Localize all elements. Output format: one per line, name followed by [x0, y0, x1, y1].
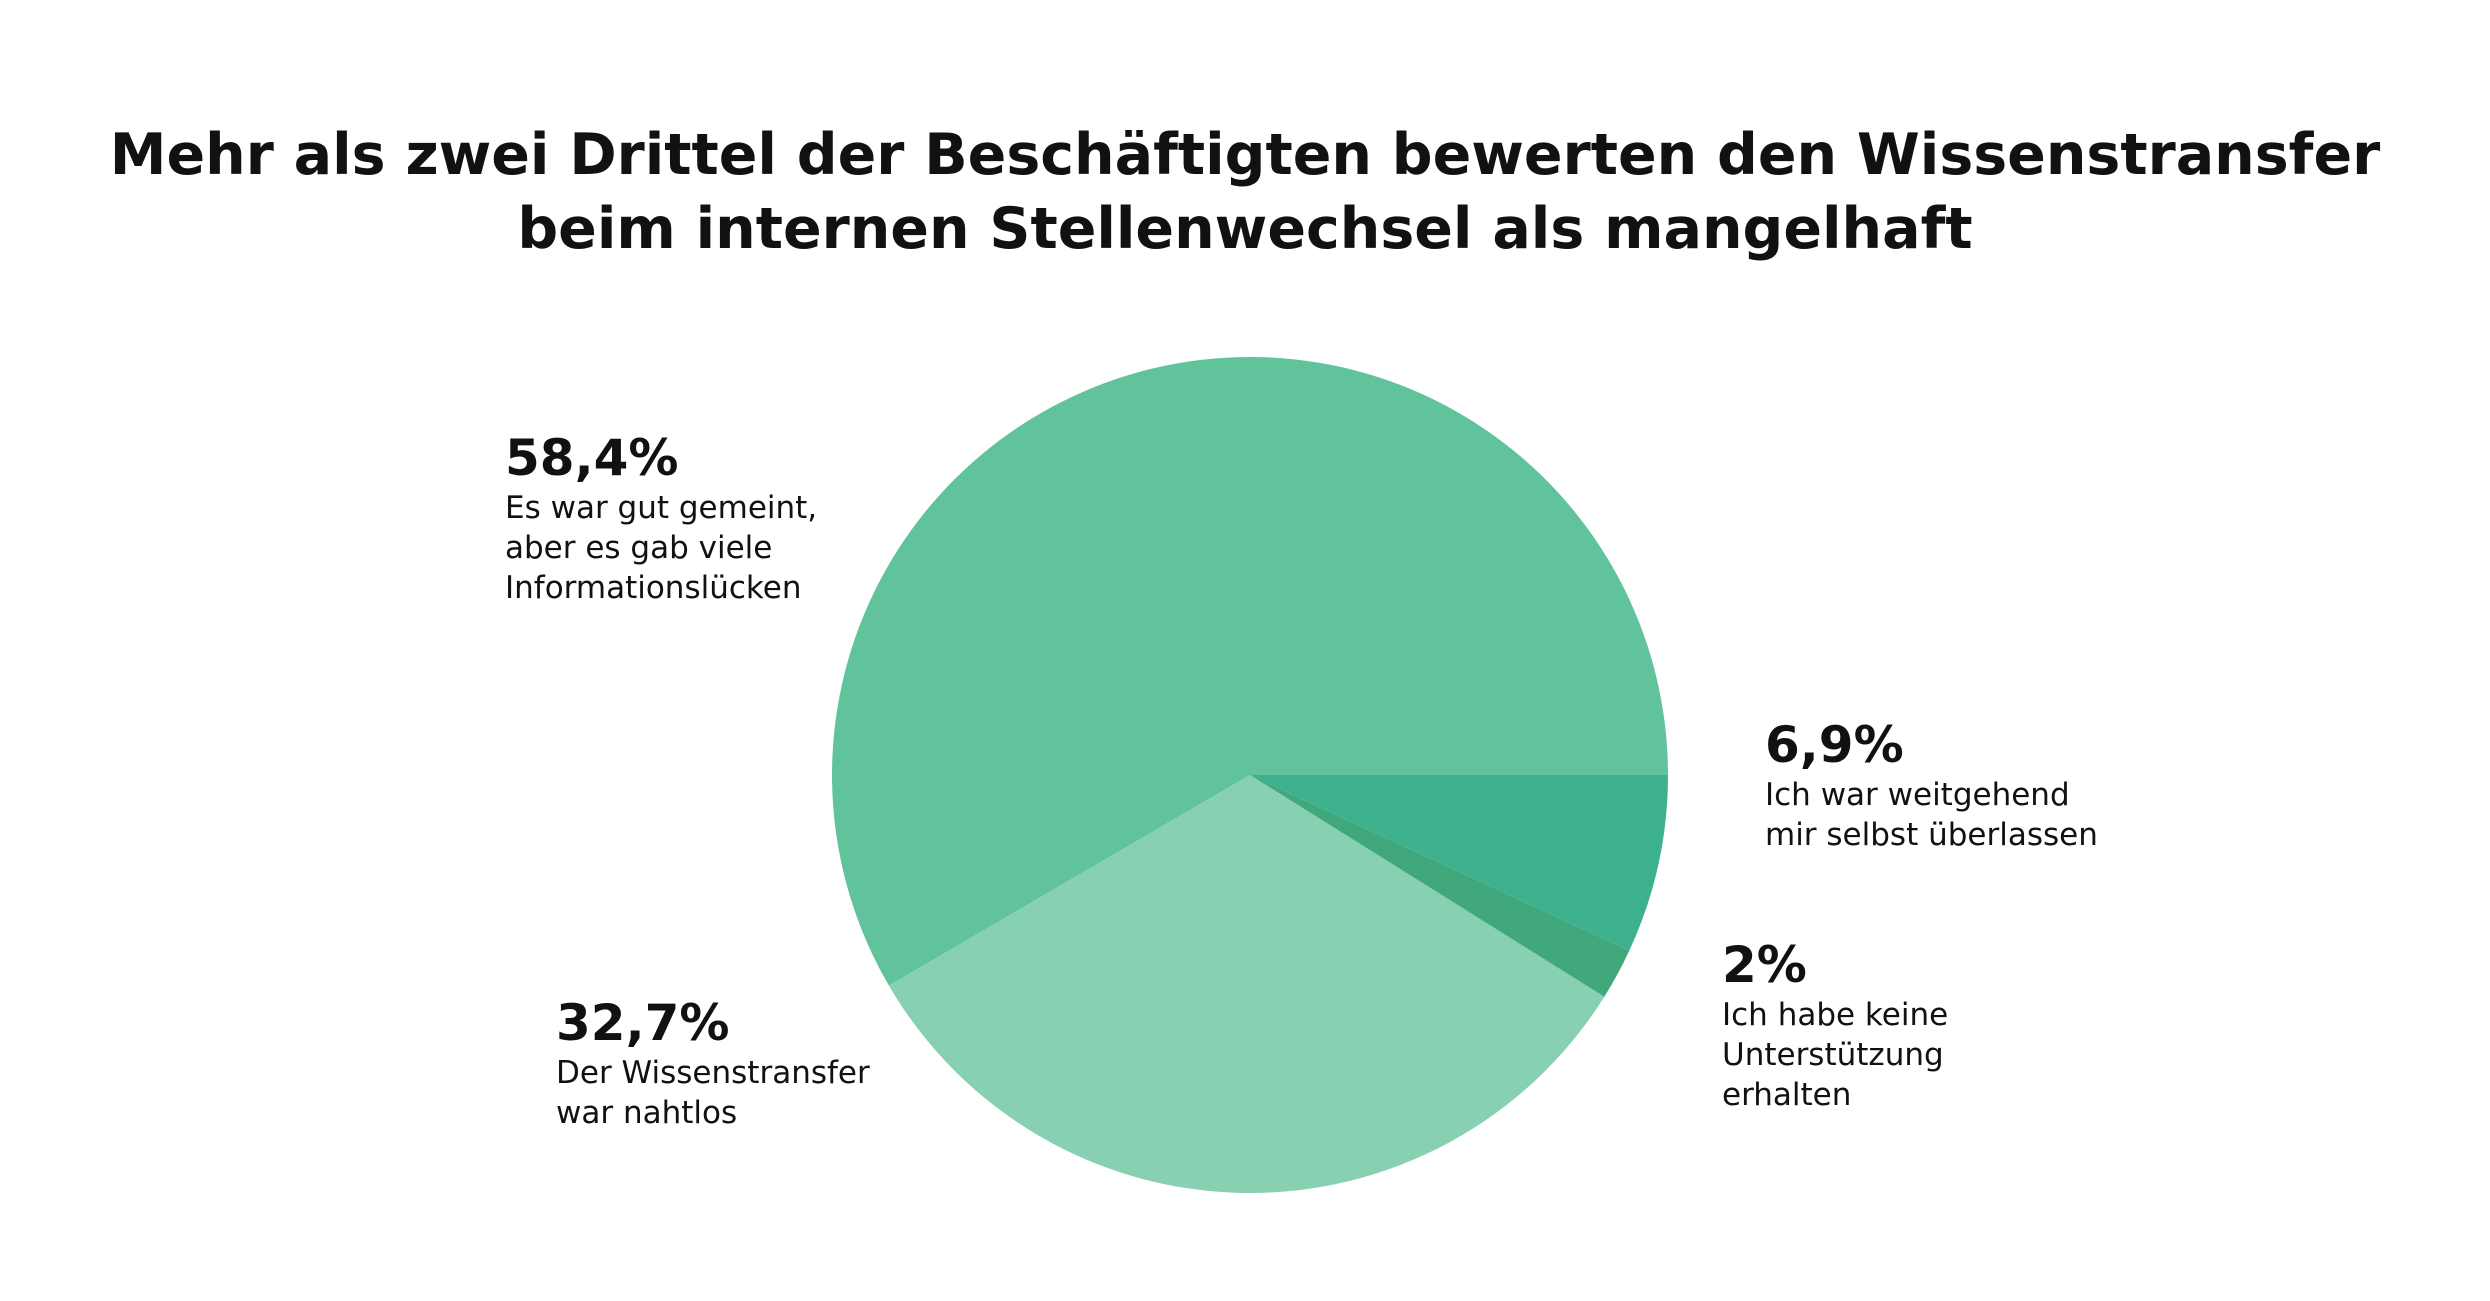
chart-title-line-2: beim internen Stellenwechsel als mangelh… — [517, 196, 1973, 262]
slice-percent-selbst-ueberlassen: 6,9% — [1765, 716, 1904, 774]
slice-percent-keine-unterstuetzung: 2% — [1722, 936, 1807, 994]
slice-description-informationsluecken: Es war gut gemeint, aber es gab viele In… — [505, 490, 818, 606]
slice-percent-informationsluecken: 58,4% — [505, 429, 679, 487]
slice-description-keine-unterstuetzung: Ich habe keine Unterstützung erhalten — [1722, 997, 1949, 1113]
pie-slice-selbst-ueberlassen — [1250, 775, 1668, 951]
slice-description-selbst-ueberlassen: Ich war weitgehend mir selbst überlassen — [1765, 777, 2098, 853]
slice-label-keine-unterstuetzung: 2% Ich habe keine Unterstützung erhalten — [1722, 935, 1948, 1115]
pie-slice-keine-unterstuetzung — [1250, 775, 1630, 997]
pie-slice-informationsluecken — [832, 357, 1668, 986]
slice-label-nahtlos: 32,7% Der Wissenstransfer war nahtlos — [556, 993, 870, 1133]
slice-description-nahtlos: Der Wissenstransfer war nahtlos — [556, 1055, 870, 1131]
chart-title: Mehr als zwei Drittel der Beschäftigten … — [0, 118, 2490, 266]
slice-label-selbst-ueberlassen: 6,9% Ich war weitgehend mir selbst überl… — [1765, 715, 2098, 855]
pie-slice-nahtlos — [888, 775, 1605, 1193]
slice-label-informationsluecken: 58,4% Es war gut gemeint, aber es gab vi… — [505, 428, 817, 608]
slice-percent-nahtlos: 32,7% — [556, 994, 730, 1052]
chart-title-line-1: Mehr als zwei Drittel der Beschäftigten … — [109, 122, 2381, 188]
